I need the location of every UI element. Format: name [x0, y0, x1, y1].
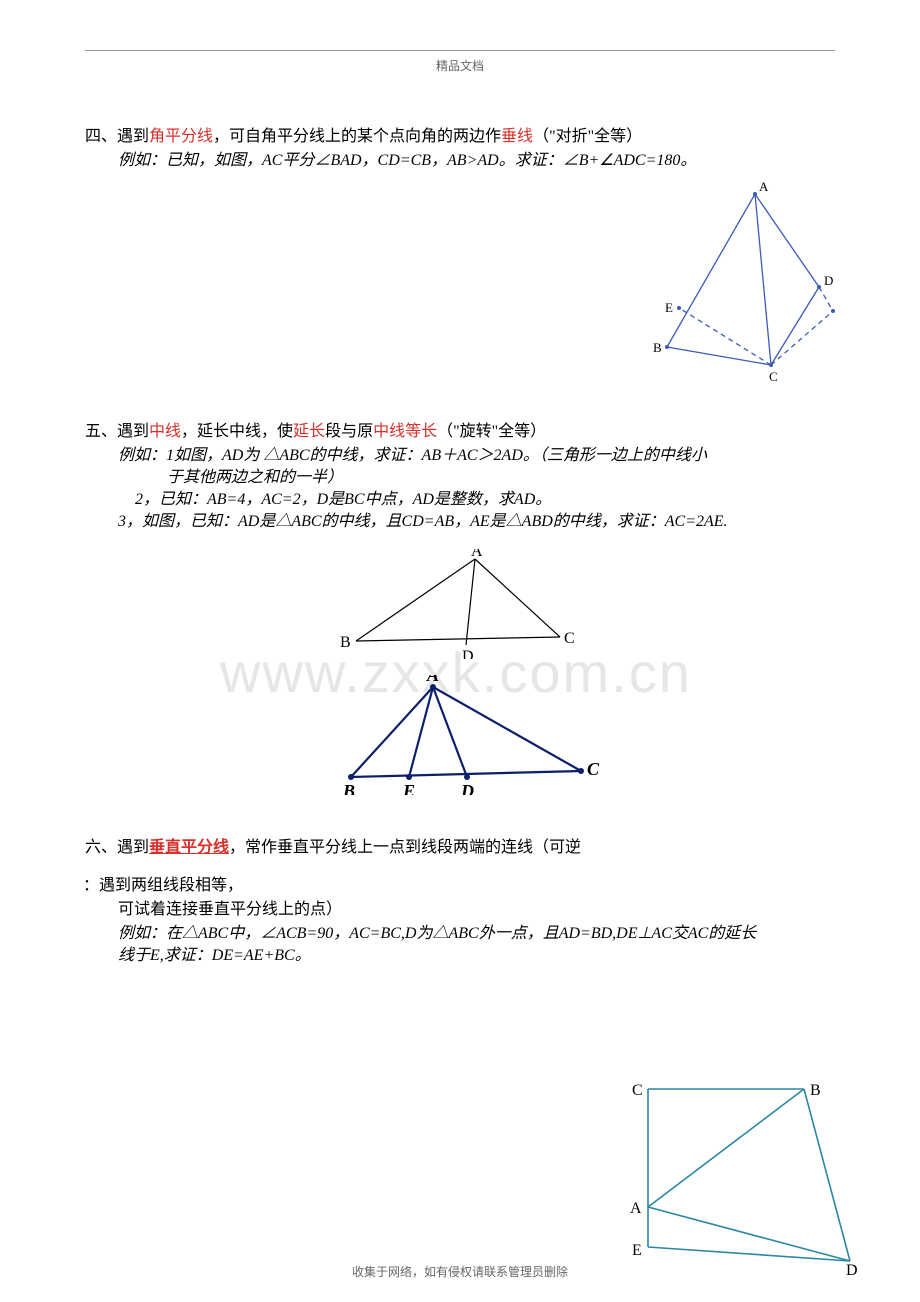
sec6-figure: CBAED — [610, 1077, 860, 1277]
sec6-exb: 线于E,求证：DE=AE+BC。 — [85, 945, 835, 967]
sec4-red1: 角平分线 — [149, 128, 213, 145]
svg-text:E: E — [402, 781, 415, 795]
sec4-red2: 垂线 — [501, 128, 533, 145]
svg-text:B: B — [810, 1082, 821, 1099]
svg-text:D: D — [462, 648, 474, 659]
section-6-title: 六、遇到垂直平分线，常作垂直平分线上一点到线段两端的连线（可逆 — [85, 837, 835, 859]
section-5-title: 五、遇到中线，延长中线，使延长段与原中线等长（"旋转"全等） — [85, 421, 835, 443]
sec5-fig1-wrap: A B C D — [85, 549, 835, 659]
sec6-exa: 例如：在△ABC中，∠ACB=90，AC=BC,D为△ABC外一点，且AD=BD… — [85, 923, 835, 945]
sec5-figure-2: A B E D C — [315, 675, 605, 795]
svg-text:A: A — [471, 549, 483, 560]
sec4-figure: AEBCDF — [605, 180, 835, 385]
sec5-ex3: 3，如图，已知：AD是△ABC的中线，且CD=AB，AE是△ABD的中线，求证：… — [85, 511, 835, 533]
svg-text:E: E — [632, 1242, 642, 1259]
sec5-ex1b: 于其他两边之和的一半） — [85, 467, 835, 489]
svg-text:A: A — [759, 180, 769, 194]
sec6-prefix: 六、遇到 — [85, 839, 149, 856]
svg-text:C: C — [769, 369, 778, 384]
svg-text:B: B — [653, 340, 662, 355]
sec5-red3: 中线等长 — [373, 423, 437, 440]
svg-text:B: B — [342, 781, 355, 795]
svg-text:B: B — [340, 634, 351, 651]
sec4-example: 例如：已知，如图，AC平分∠BAD，CD=CB，AB>AD。求证：∠B+∠ADC… — [85, 150, 835, 172]
svg-text:A: A — [426, 675, 439, 685]
sec5-ex1a: 例如：1如图，AD为 △ABC的中线，求证：AB＋AC＞2AD。（三角形一边上的… — [85, 445, 835, 467]
svg-text:C: C — [587, 759, 600, 779]
footer-text: 收集于网络，如有侵权请联系管理员删除 — [0, 1263, 920, 1280]
sec6-line3: 可试着连接垂直平分线上的点） — [85, 899, 835, 921]
sec4-tail: （"对折"全等） — [533, 128, 642, 145]
sec5-ex2: 2，已知：AB=4，AC=2，D是BC中点，AD是整数，求AD。 — [85, 489, 835, 511]
sec4-figure-wrap: AEBCDF — [85, 180, 835, 385]
sec6-line2: ：遇到两组线段相等， — [83, 875, 835, 897]
document-page: 精品文档 四、遇到角平分线，可自角平分线上的某个点向角的两边作垂线（"对折"全等… — [0, 0, 920, 967]
svg-text:D: D — [824, 273, 833, 288]
sec4-mid1: ，可自角平分线上的某个点向角的两边作 — [213, 128, 501, 145]
sec6-tail: ，常作垂直平分线上一点到线段两端的连线（可逆 — [229, 839, 581, 856]
header-title: 精品文档 — [85, 57, 835, 74]
sec6-figure-wrap: CBAED — [610, 1077, 860, 1282]
svg-text:A: A — [630, 1200, 642, 1217]
svg-text:C: C — [564, 630, 575, 647]
sec6-red1: 垂直平分线 — [149, 839, 229, 856]
section-4-title: 四、遇到角平分线，可自角平分线上的某个点向角的两边作垂线（"对折"全等） — [85, 126, 835, 148]
svg-text:E: E — [665, 300, 673, 315]
sec5-fig2-wrap: A B E D C — [85, 675, 835, 795]
svg-text:D: D — [460, 781, 474, 795]
sec5-mid1: ，延长中线，使 — [181, 423, 293, 440]
header-rule — [85, 50, 835, 51]
sec5-figure-1: A B C D — [330, 549, 590, 659]
sec4-prefix: 四、遇到 — [85, 128, 149, 145]
sec5-mid2: 段与原 — [325, 423, 373, 440]
sec5-tail: （"旋转"全等） — [437, 423, 546, 440]
sec5-red2: 延长 — [293, 423, 325, 440]
sec5-prefix: 五、遇到 — [85, 423, 149, 440]
svg-text:C: C — [632, 1082, 643, 1099]
sec5-red1: 中线 — [149, 423, 181, 440]
